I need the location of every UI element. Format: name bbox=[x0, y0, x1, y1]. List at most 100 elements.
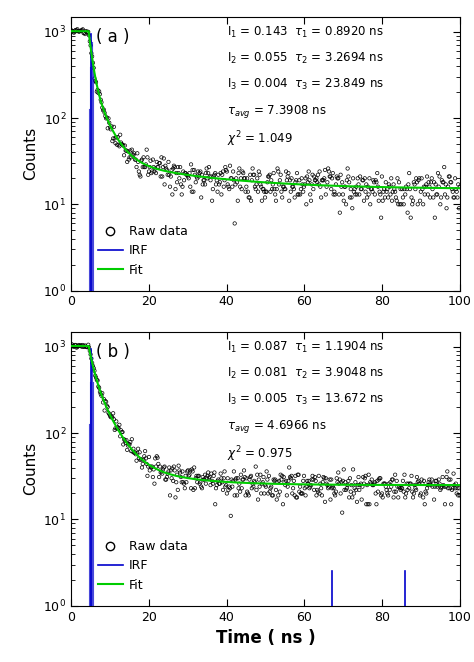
Point bbox=[289, 181, 297, 192]
Point bbox=[275, 179, 283, 190]
Point bbox=[108, 121, 115, 132]
Point bbox=[326, 474, 334, 485]
Point bbox=[407, 213, 414, 223]
Point bbox=[123, 435, 130, 446]
Point bbox=[102, 113, 110, 124]
Point bbox=[376, 187, 383, 197]
Point bbox=[433, 481, 441, 492]
Point bbox=[393, 475, 401, 486]
Point bbox=[370, 479, 378, 489]
Point bbox=[287, 187, 294, 197]
Point bbox=[99, 103, 106, 113]
Point bbox=[352, 189, 359, 200]
Point bbox=[97, 95, 104, 105]
Point bbox=[178, 189, 185, 200]
Point bbox=[290, 475, 298, 486]
Point bbox=[173, 477, 180, 487]
Point bbox=[203, 164, 210, 174]
Point bbox=[177, 472, 185, 483]
Point bbox=[438, 481, 446, 492]
Point bbox=[374, 475, 381, 486]
Point bbox=[450, 192, 458, 203]
Point bbox=[264, 488, 272, 498]
Point bbox=[146, 465, 154, 476]
Point bbox=[286, 175, 294, 185]
Point bbox=[284, 481, 292, 492]
Point bbox=[266, 169, 273, 180]
Point bbox=[137, 156, 145, 166]
Point bbox=[450, 480, 458, 491]
Point bbox=[374, 487, 382, 497]
Point bbox=[411, 184, 419, 195]
Point bbox=[258, 479, 266, 489]
Point bbox=[265, 171, 273, 182]
Point bbox=[365, 469, 373, 480]
Point bbox=[253, 485, 260, 495]
Point bbox=[221, 175, 228, 185]
Point bbox=[264, 177, 271, 187]
Point bbox=[422, 181, 429, 192]
Point bbox=[451, 483, 459, 494]
Point bbox=[237, 181, 244, 192]
Point bbox=[450, 192, 457, 203]
Point bbox=[256, 179, 264, 190]
Point bbox=[430, 177, 438, 187]
Point bbox=[420, 475, 428, 486]
Point bbox=[335, 467, 342, 478]
Point bbox=[248, 175, 255, 185]
Point bbox=[217, 167, 225, 178]
Point bbox=[383, 485, 391, 495]
Point bbox=[400, 199, 408, 210]
Point bbox=[181, 483, 189, 494]
Point bbox=[331, 189, 339, 200]
Point bbox=[174, 162, 182, 172]
Point bbox=[125, 154, 133, 165]
Point bbox=[86, 346, 93, 356]
Point bbox=[82, 340, 89, 351]
Point bbox=[444, 483, 452, 494]
Point bbox=[363, 480, 371, 491]
Point bbox=[216, 479, 224, 489]
Point bbox=[335, 173, 342, 183]
Point bbox=[224, 179, 231, 190]
Point bbox=[104, 402, 111, 412]
Point bbox=[316, 166, 323, 177]
Point bbox=[418, 173, 425, 183]
Point bbox=[112, 416, 120, 427]
Point bbox=[413, 472, 421, 483]
Point bbox=[337, 181, 345, 192]
Point bbox=[243, 473, 250, 483]
Point bbox=[373, 499, 380, 510]
Point bbox=[262, 187, 270, 197]
Point bbox=[360, 195, 368, 206]
Point bbox=[293, 492, 301, 502]
Point bbox=[439, 177, 447, 187]
Point bbox=[151, 164, 159, 174]
Point bbox=[248, 483, 255, 494]
Point bbox=[264, 171, 272, 182]
Point bbox=[262, 481, 270, 492]
Point bbox=[427, 479, 434, 489]
Point bbox=[88, 51, 96, 62]
Point bbox=[91, 365, 98, 376]
Point bbox=[278, 187, 285, 197]
Point bbox=[433, 189, 440, 200]
Point bbox=[398, 199, 405, 210]
Point bbox=[69, 26, 76, 36]
Point bbox=[353, 189, 361, 200]
Point bbox=[313, 177, 321, 187]
Point bbox=[412, 173, 420, 183]
Point bbox=[163, 472, 171, 483]
Point bbox=[380, 479, 387, 489]
Point bbox=[164, 169, 172, 180]
Point bbox=[208, 195, 216, 206]
Point bbox=[268, 490, 276, 500]
Point bbox=[170, 160, 178, 171]
Point bbox=[207, 480, 214, 491]
Point bbox=[144, 152, 151, 163]
Point bbox=[80, 341, 87, 352]
Point bbox=[137, 455, 144, 465]
Point bbox=[193, 471, 201, 481]
Point bbox=[142, 159, 150, 169]
Point bbox=[279, 499, 287, 510]
